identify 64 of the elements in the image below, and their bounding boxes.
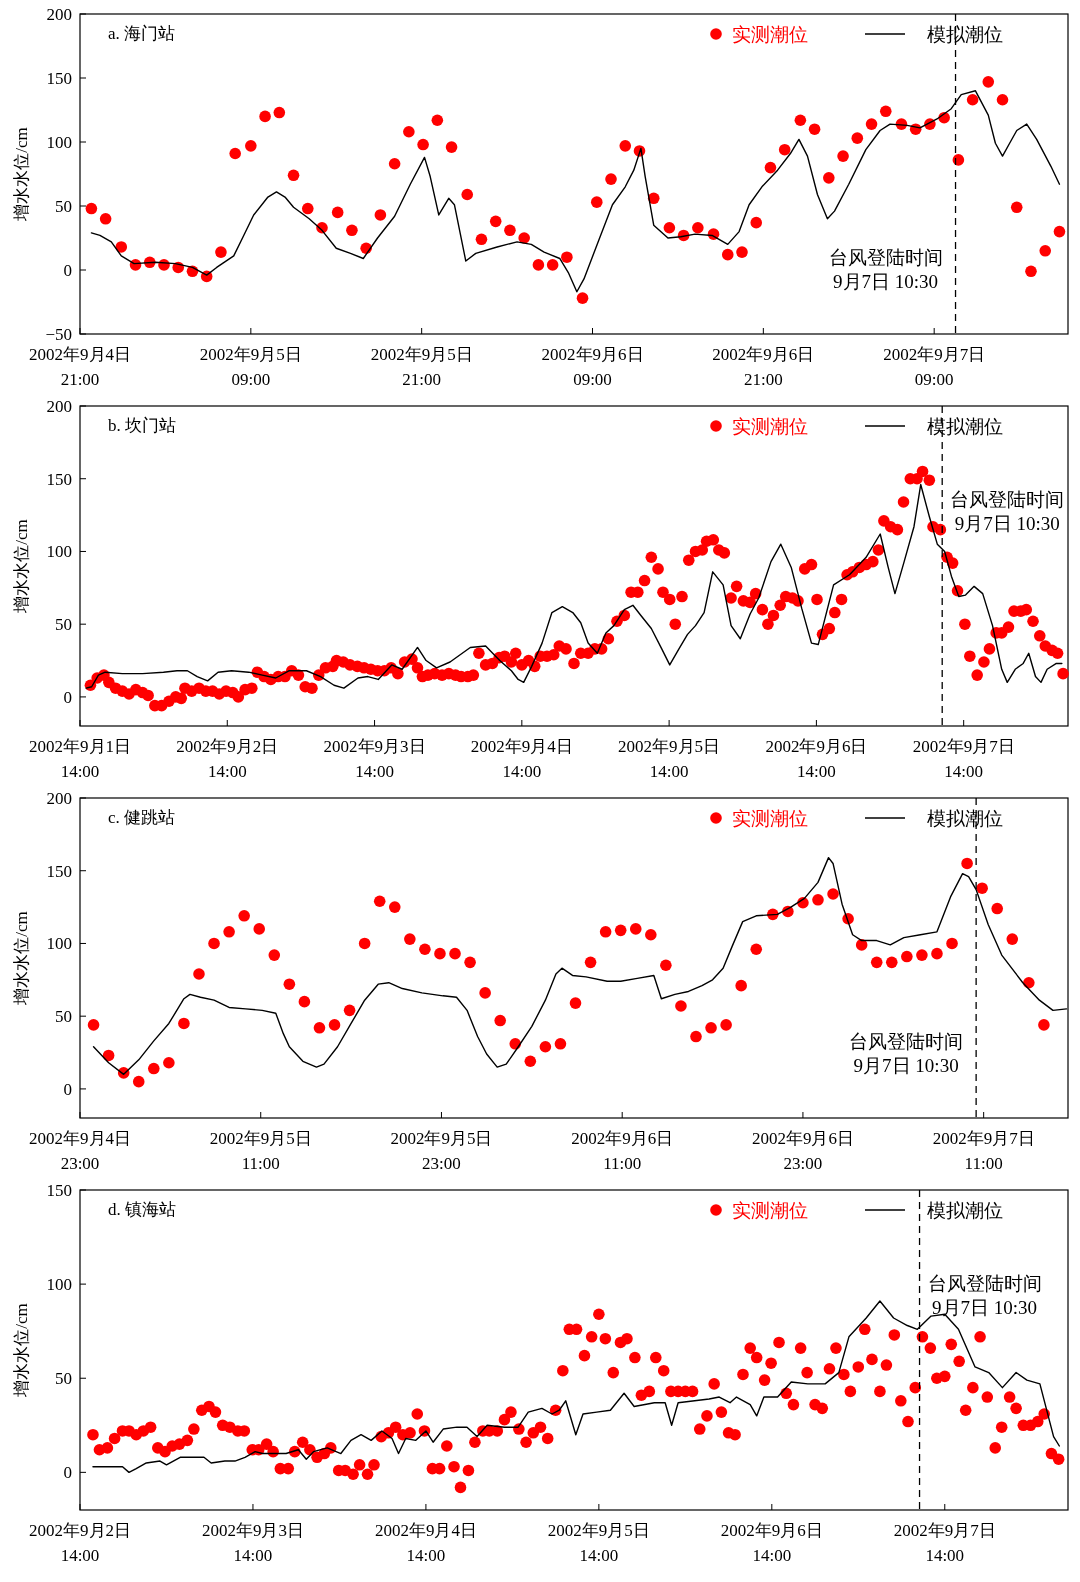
ref-line-label: 台风登陆时间 9月7日 10:30 <box>927 1273 1042 1318</box>
y-tick-label: 200 <box>46 5 72 24</box>
x-tick-label: 2002年9月6日 14:00 <box>720 1521 823 1565</box>
x-tick-label: 2002年9月5日 11:00 <box>209 1129 312 1173</box>
x-tick-label: 2002年9月7日 14:00 <box>893 1521 996 1565</box>
x-tick-label: 2002年9月7日 09:00 <box>883 345 986 389</box>
x-tick-label: 2002年9月3日 14:00 <box>323 737 426 781</box>
x-tick-label: 2002年9月5日 14:00 <box>547 1521 650 1565</box>
x-tick-label: 2002年9月6日 14:00 <box>765 737 868 781</box>
y-tick-label: 0 <box>63 1079 72 1099</box>
text: b. 坎门站 <box>108 416 176 435</box>
x-tick-label: 2002年9月6日 11:00 <box>571 1129 674 1173</box>
y-tick-label: 100 <box>46 133 72 152</box>
ref-line-label: 台风登陆时间 9月7日 10:30 <box>849 1031 964 1076</box>
x-tick-label: 2002年9月2日 14:00 <box>29 1521 131 1565</box>
y-tick-label: 150 <box>46 69 72 88</box>
y-tick-label: 200 <box>46 397 72 416</box>
legend-label: 实测潮位 <box>732 808 808 829</box>
text: d. 镇海站 <box>108 1200 176 1219</box>
legend-label: 模拟潮位 <box>927 1200 1003 1221</box>
legend-label: 模拟潮位 <box>927 416 1003 437</box>
y-tick-label: 50 <box>55 197 72 216</box>
x-tick-label: 2002年9月7日 14:00 <box>912 737 1015 781</box>
ref-line-label: 台风登陆时间 9月7日 10:30 <box>950 489 1065 534</box>
x-tick-label: 2002年9月7日 11:00 <box>932 1129 1035 1173</box>
y-tick-label: 150 <box>46 861 72 881</box>
y-tick-label: −50 <box>45 325 72 344</box>
y-axis-title: 增水水位/cm <box>12 127 31 222</box>
legend-label: 实测潮位 <box>732 416 808 437</box>
x-tick-label: 2002年9月2日 14:00 <box>176 737 279 781</box>
y-tick-label: 0 <box>63 261 72 280</box>
y-tick-label: 0 <box>63 687 72 707</box>
x-tick-label: 2002年9月6日 09:00 <box>541 345 644 389</box>
legend-label: 模拟潮位 <box>927 808 1003 829</box>
y-tick-label: 200 <box>46 789 72 808</box>
y-tick-label: 150 <box>46 469 72 489</box>
y-tick-label: 0 <box>63 1463 72 1483</box>
text: c. 健跳站 <box>108 808 176 827</box>
y-axis-title: 增水水位/cm <box>12 519 31 614</box>
y-axis-title: 增水水位/cm <box>12 1303 31 1398</box>
x-tick-label: 2002年9月4日 14:00 <box>374 1521 477 1565</box>
x-tick-label: 2002年9月1日 14:00 <box>29 737 131 781</box>
ref-line-label: 台风登陆时间 9月7日 10:30 <box>828 247 943 292</box>
y-tick-label: 50 <box>55 1369 72 1389</box>
y-tick-label: 100 <box>46 934 72 954</box>
y-tick-label: 100 <box>46 542 72 562</box>
x-tick-label: 2002年9月4日 14:00 <box>470 737 573 781</box>
legend-label: 实测潮位 <box>732 24 808 45</box>
x-tick-label: 2002年9月4日 23:00 <box>29 1129 131 1173</box>
x-tick-label: 2002年9月5日 14:00 <box>618 737 721 781</box>
y-tick-label: 100 <box>46 1275 72 1295</box>
x-tick-label: 2002年9月5日 21:00 <box>370 345 473 389</box>
x-tick-label: 2002年9月6日 21:00 <box>712 345 815 389</box>
legend-label: 实测潮位 <box>732 1200 808 1221</box>
y-tick-label: 50 <box>55 1007 72 1027</box>
text: a. 海门站 <box>108 24 176 43</box>
y-tick-label: 50 <box>55 615 72 635</box>
y-tick-label: 150 <box>46 1181 72 1200</box>
x-tick-label: 2002年9月3日 14:00 <box>201 1521 304 1565</box>
x-tick-label: 2002年9月5日 23:00 <box>390 1129 493 1173</box>
x-tick-label: 2002年9月6日 23:00 <box>751 1129 854 1173</box>
x-tick-label: 2002年9月5日 09:00 <box>199 345 302 389</box>
y-axis-title: 增水水位/cm <box>12 911 31 1006</box>
x-tick-label: 2002年9月4日 21:00 <box>29 345 131 389</box>
